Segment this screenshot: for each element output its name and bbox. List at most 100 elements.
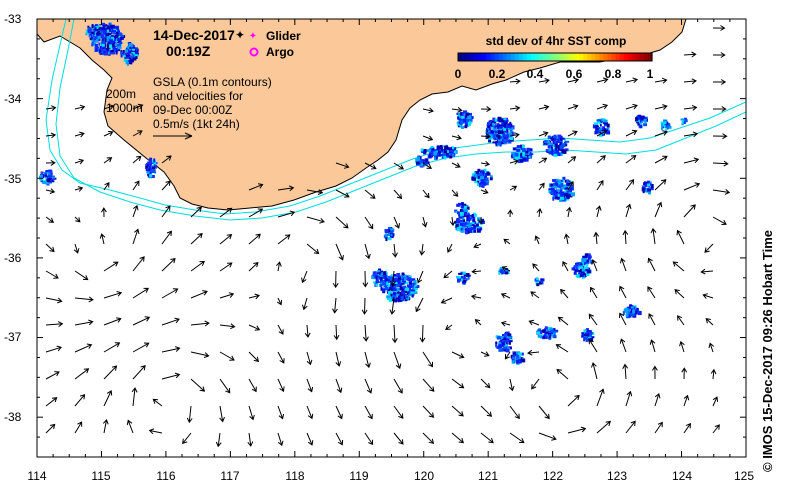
colorbar-segment	[563, 53, 568, 61]
x-tick-label: 124	[672, 469, 692, 483]
land-australia	[37, 19, 686, 210]
colorbar-segment	[567, 53, 572, 61]
colorbar-segment	[486, 53, 491, 61]
colorbar-frame	[457, 52, 653, 62]
colorbar-segment	[591, 53, 597, 61]
y-tick-label: -34	[4, 92, 22, 106]
colorbar-title: std dev of 4hr SST comp	[486, 34, 627, 48]
colorbar-segment	[631, 53, 637, 61]
colorbar-segment	[458, 53, 463, 61]
colorbar-segment	[587, 53, 592, 61]
colorbar-tick: 0.4	[527, 67, 544, 81]
colorbar-segment	[623, 53, 629, 61]
velocity-scale-arrow	[153, 132, 193, 140]
glider-legend-label: Glider	[266, 29, 301, 43]
colorbar-tick: 0.2	[489, 67, 506, 81]
colorbar-segment	[470, 53, 475, 61]
colorbar-segment	[555, 53, 560, 61]
y-tick-label: -38	[4, 410, 22, 424]
colorbar-tick-labels: 0 0.2 0.4 0.6 0.8 1	[455, 67, 654, 81]
colorbar-segment	[575, 53, 580, 61]
x-tick-label: 125	[734, 469, 754, 483]
isobath-1000m-label: 1000m	[106, 101, 143, 115]
colorbar-segment	[546, 53, 552, 61]
colorbar-segment	[474, 53, 479, 61]
colorbar-segment	[550, 53, 556, 61]
colorbar-segment	[530, 53, 536, 61]
colorbar-segment	[599, 53, 605, 61]
isobath-200m-label: 200m	[106, 87, 136, 101]
colorbar-segment	[510, 53, 516, 61]
colorbar-segment	[542, 53, 548, 61]
svg-text:✦: ✦	[235, 28, 245, 42]
x-tick-label: 114	[27, 469, 46, 483]
axis-ticks	[36, 18, 747, 458]
colorbar-segment	[579, 53, 584, 61]
colorbar-segment	[518, 53, 524, 61]
colorbar-segment	[603, 53, 609, 61]
y-axis-labels: -33 -34 -35 -36 -37 -38	[4, 12, 22, 424]
velocity-arrows	[45, 25, 731, 448]
colorbar-segment	[502, 53, 508, 61]
x-tick-label: 117	[220, 469, 239, 483]
colorbar-segment	[482, 53, 487, 61]
colorbar-segment	[498, 53, 504, 61]
argo-legend-label: Argo	[266, 45, 294, 59]
x-tick-label: 120	[414, 469, 434, 483]
colorbar-segment	[522, 53, 528, 61]
colorbar-segment	[635, 53, 641, 61]
colorbar-segment	[583, 53, 588, 61]
colorbar-tick: 0.6	[566, 67, 583, 81]
argo-legend-icon	[249, 47, 259, 57]
sst-stddev-patches	[39, 22, 688, 365]
colorbar-segment	[534, 53, 540, 61]
colorbar-segment	[619, 53, 625, 61]
colorbar-segment	[627, 53, 633, 61]
gsla-note-line3: 09-Dec 00:00Z	[153, 103, 232, 117]
y-tick-label: -36	[4, 251, 22, 265]
x-tick-label: 122	[543, 469, 563, 483]
colorbar-segment	[538, 53, 544, 61]
isobath-200m	[45, 19, 746, 215]
gsla-note-line2: and velocities for	[153, 89, 243, 103]
velocity-scale-label: 0.5m/s (1kt 24h)	[153, 117, 240, 131]
colorbar-segment	[462, 53, 467, 61]
gsla-note-line1: GSLA (0.1m contours)	[153, 75, 272, 89]
colorbar-segment	[607, 53, 613, 61]
colorbar-segment	[611, 53, 617, 61]
colorbar-segment	[490, 53, 495, 61]
imos-credit: © IMOS 15-Dec-2017 09:26 Hobart Time	[760, 230, 775, 472]
colorbar-segment	[595, 53, 601, 61]
glider-marker: ✦	[235, 28, 245, 42]
x-tick-label: 115	[91, 469, 110, 483]
colorbar	[458, 53, 653, 61]
colorbar-segment	[647, 53, 653, 61]
isobath-1000m	[55, 19, 746, 221]
colorbar-tick: 1	[647, 67, 654, 81]
y-tick-label: -37	[4, 330, 22, 344]
colorbar-segment	[466, 53, 471, 61]
colorbar-segment	[559, 53, 564, 61]
x-axis-labels: 114 115 116 117 118 119 120 121 122 123 …	[27, 469, 754, 483]
x-tick-label: 119	[349, 469, 368, 483]
x-tick-label: 116	[156, 469, 175, 483]
colorbar-tick: 0	[455, 67, 462, 81]
colorbar-segment	[571, 53, 576, 61]
colorbar-segment	[526, 53, 532, 61]
colorbar-segment	[494, 53, 500, 61]
colorbar-segment	[615, 53, 621, 61]
map-time: 00:19Z	[166, 43, 211, 59]
colorbar-segment	[643, 53, 649, 61]
glider-legend-icon: ✦	[249, 31, 257, 42]
colorbar-segment	[514, 53, 520, 61]
colorbar-segment	[506, 53, 512, 61]
colorbar-segment	[478, 53, 483, 61]
x-tick-label: 121	[478, 469, 498, 483]
colorbar-segment	[639, 53, 645, 61]
y-tick-label: -35	[4, 172, 22, 186]
colorbar-tick: 0.8	[605, 67, 622, 81]
y-tick-label: -33	[4, 12, 22, 26]
x-tick-label: 118	[285, 469, 304, 483]
map-date: 14-Dec-2017	[153, 27, 235, 43]
